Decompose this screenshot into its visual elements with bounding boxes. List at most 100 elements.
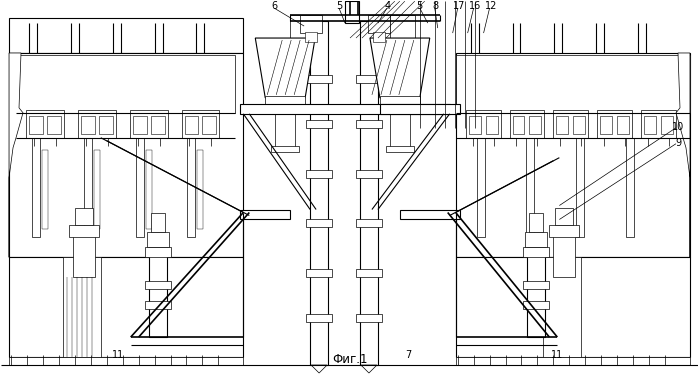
- Bar: [9, 18, 243, 53]
- Bar: [600, 116, 612, 134]
- Bar: [529, 116, 542, 134]
- Bar: [240, 104, 449, 114]
- Text: 10: 10: [672, 122, 684, 132]
- Bar: [240, 210, 290, 219]
- Bar: [136, 138, 143, 238]
- Bar: [16, 55, 236, 113]
- Bar: [524, 301, 549, 309]
- Bar: [75, 207, 93, 225]
- Bar: [182, 110, 219, 138]
- Bar: [300, 15, 322, 33]
- Text: 11: 11: [112, 350, 124, 360]
- Polygon shape: [456, 357, 690, 365]
- Bar: [468, 116, 481, 134]
- Bar: [644, 116, 656, 134]
- Text: 8: 8: [433, 1, 439, 11]
- Bar: [554, 110, 589, 138]
- Polygon shape: [456, 257, 690, 357]
- Bar: [63, 257, 101, 357]
- Bar: [556, 116, 568, 134]
- Bar: [130, 110, 168, 138]
- Bar: [356, 120, 382, 128]
- Bar: [69, 225, 99, 238]
- Text: 4: 4: [385, 1, 391, 11]
- Bar: [356, 314, 382, 322]
- Bar: [543, 257, 582, 357]
- Text: 7: 7: [405, 350, 411, 360]
- Bar: [386, 146, 414, 152]
- Bar: [524, 281, 549, 289]
- Bar: [617, 116, 629, 134]
- Bar: [29, 116, 43, 134]
- Bar: [99, 116, 113, 134]
- Bar: [133, 116, 147, 134]
- Bar: [275, 106, 295, 148]
- Bar: [556, 207, 573, 225]
- Bar: [373, 32, 385, 42]
- Bar: [306, 219, 332, 227]
- Text: Фиг.1: Фиг.1: [332, 352, 368, 366]
- Bar: [203, 116, 217, 134]
- Bar: [145, 150, 152, 230]
- Bar: [94, 150, 100, 230]
- Bar: [390, 106, 410, 148]
- Bar: [510, 110, 545, 138]
- Text: 17: 17: [452, 1, 465, 11]
- Bar: [356, 75, 382, 83]
- Bar: [32, 138, 40, 238]
- Bar: [150, 213, 164, 233]
- Bar: [26, 110, 64, 138]
- Bar: [456, 55, 690, 113]
- Text: 6: 6: [271, 1, 278, 11]
- Bar: [400, 210, 460, 219]
- Bar: [145, 281, 171, 289]
- Bar: [597, 110, 632, 138]
- Bar: [528, 247, 545, 337]
- Bar: [306, 120, 332, 128]
- Bar: [42, 150, 48, 230]
- Bar: [73, 233, 95, 277]
- Text: 9: 9: [675, 138, 681, 148]
- Text: 5: 5: [417, 1, 423, 11]
- Bar: [345, 1, 359, 23]
- Bar: [305, 32, 317, 42]
- Bar: [145, 247, 171, 257]
- Polygon shape: [361, 365, 377, 373]
- Bar: [524, 247, 549, 257]
- Bar: [549, 225, 579, 238]
- Bar: [306, 314, 332, 322]
- Bar: [47, 116, 61, 134]
- Bar: [526, 233, 547, 247]
- Bar: [380, 96, 420, 108]
- Bar: [576, 138, 584, 238]
- Polygon shape: [290, 15, 310, 38]
- Polygon shape: [390, 15, 415, 38]
- Bar: [661, 116, 673, 134]
- Text: 11: 11: [552, 350, 563, 360]
- Bar: [306, 170, 332, 178]
- Bar: [526, 138, 535, 238]
- Bar: [150, 116, 164, 134]
- Text: 5: 5: [336, 1, 342, 11]
- Polygon shape: [9, 357, 243, 365]
- Bar: [512, 116, 524, 134]
- Bar: [477, 138, 484, 238]
- Polygon shape: [255, 38, 315, 98]
- Bar: [271, 146, 299, 152]
- Bar: [380, 104, 460, 114]
- Bar: [360, 21, 378, 365]
- Bar: [356, 170, 382, 178]
- Bar: [81, 116, 95, 134]
- Bar: [145, 301, 171, 309]
- Bar: [149, 247, 166, 337]
- Bar: [306, 75, 332, 83]
- Polygon shape: [456, 53, 690, 257]
- Polygon shape: [9, 53, 243, 257]
- Bar: [368, 15, 390, 33]
- Polygon shape: [676, 53, 690, 257]
- Bar: [197, 150, 203, 230]
- Bar: [356, 219, 382, 227]
- Bar: [84, 138, 92, 238]
- Bar: [554, 233, 575, 277]
- Polygon shape: [9, 257, 243, 357]
